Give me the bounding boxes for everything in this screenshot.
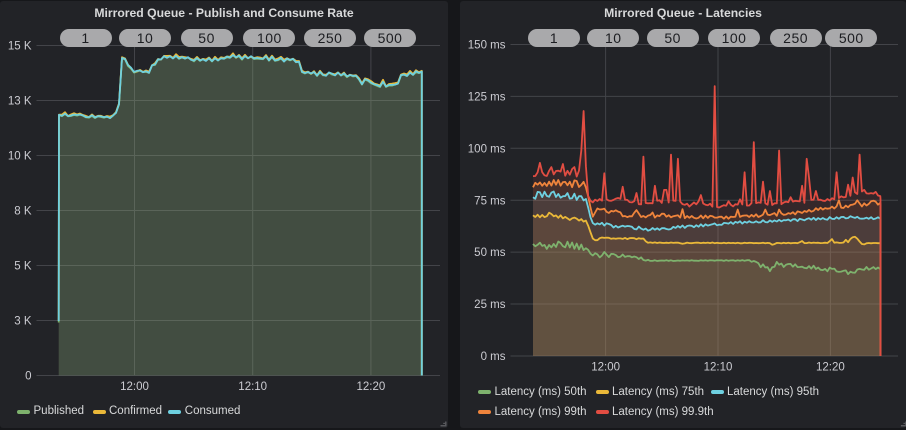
svg-text:3 K: 3 K	[14, 316, 32, 328]
svg-text:0: 0	[25, 371, 31, 383]
svg-text:5 K: 5 K	[14, 261, 32, 273]
svg-text:75 ms: 75 ms	[474, 195, 506, 207]
svg-text:12:00: 12:00	[591, 362, 620, 374]
svg-text:125 ms: 125 ms	[468, 92, 506, 104]
svg-text:100 ms: 100 ms	[468, 143, 506, 155]
svg-text:12:00: 12:00	[120, 381, 149, 393]
svg-text:8 K: 8 K	[14, 206, 32, 218]
svg-text:150 ms: 150 ms	[468, 40, 506, 52]
svg-text:12:20: 12:20	[816, 362, 845, 374]
svg-text:13 K: 13 K	[8, 96, 32, 108]
svg-text:15 K: 15 K	[8, 41, 32, 53]
svg-text:25 ms: 25 ms	[474, 299, 506, 311]
svg-text:10 K: 10 K	[8, 151, 32, 163]
svg-text:12:10: 12:10	[704, 362, 733, 374]
svg-text:50 ms: 50 ms	[474, 247, 506, 259]
svg-text:12:20: 12:20	[357, 381, 386, 393]
svg-text:0 ms: 0 ms	[481, 351, 506, 363]
svg-text:12:10: 12:10	[238, 381, 267, 393]
